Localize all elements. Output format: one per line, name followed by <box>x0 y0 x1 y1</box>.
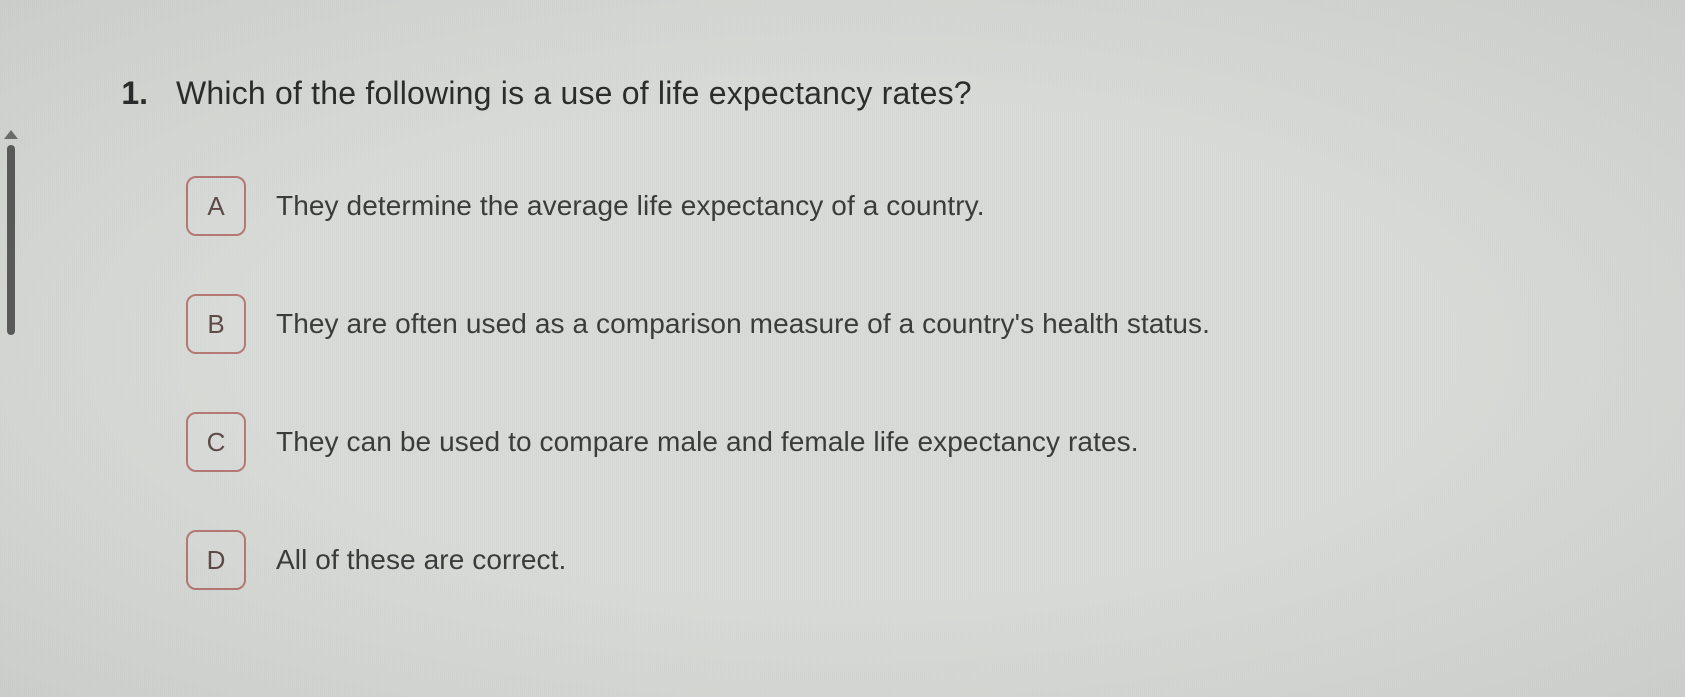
option-b-text: They are often used as a comparison meas… <box>276 308 1210 340</box>
option-d-text: All of these are correct. <box>276 544 566 576</box>
scroll-up-arrow-icon <box>4 130 18 139</box>
option-a-text: They determine the average life expectan… <box>276 190 985 222</box>
option-d: D All of these are correct. <box>186 530 1645 590</box>
option-c-text: They can be used to compare male and fem… <box>276 426 1139 458</box>
option-c: C They can be used to compare male and f… <box>186 412 1645 472</box>
question-header: 1. Which of the following is a use of li… <box>100 75 1645 112</box>
question-text: Which of the following is a use of life … <box>176 75 972 112</box>
option-c-button[interactable]: C <box>186 412 246 472</box>
option-a: A They determine the average life expect… <box>186 176 1645 236</box>
scrollbar-fragment[interactable] <box>0 130 22 340</box>
option-b: B They are often used as a comparison me… <box>186 294 1645 354</box>
option-b-button[interactable]: B <box>186 294 246 354</box>
question-block: 1. Which of the following is a use of li… <box>100 75 1645 590</box>
option-d-button[interactable]: D <box>186 530 246 590</box>
question-number: 1. <box>100 75 148 112</box>
option-a-button[interactable]: A <box>186 176 246 236</box>
options-list: A They determine the average life expect… <box>186 176 1645 590</box>
scroll-track <box>7 145 15 335</box>
